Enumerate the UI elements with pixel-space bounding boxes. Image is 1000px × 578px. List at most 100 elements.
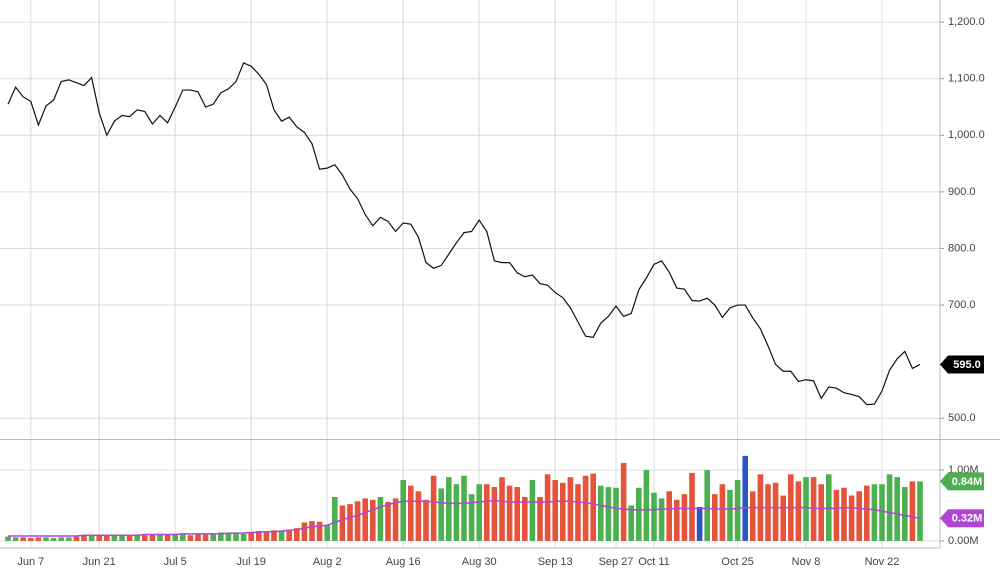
- volume-bar: [666, 491, 672, 541]
- volume-bar: [81, 535, 87, 541]
- volume-bar: [605, 487, 612, 541]
- volume-bar: [347, 504, 353, 541]
- last-price-label: 595.0: [953, 359, 981, 371]
- x-tick-label: Nov 22: [865, 556, 900, 568]
- volume-bar: [514, 487, 520, 541]
- volume-bar: [187, 535, 194, 541]
- volume-bar: [66, 537, 72, 541]
- volume-bar: [142, 535, 148, 541]
- y-tick-label: 1,100.0: [948, 73, 985, 85]
- volume-bar: [818, 484, 824, 541]
- volume-bar: [841, 487, 847, 541]
- volume-bar: [180, 534, 186, 541]
- volume-bar: [636, 487, 642, 541]
- volume-bar: [560, 482, 566, 541]
- volume-bar: [902, 487, 908, 541]
- volume-bar: [119, 535, 125, 541]
- volume-bar: [438, 488, 444, 541]
- volume-bar: [362, 498, 368, 541]
- x-tick-label: Aug 2: [313, 556, 342, 568]
- volume-bar: [567, 477, 574, 541]
- volume-bar: [506, 485, 513, 541]
- volume-bar: [742, 455, 748, 541]
- x-tick-label: Sep 13: [538, 556, 573, 568]
- volume-bar: [696, 506, 703, 541]
- price-line: [7, 62, 921, 406]
- volume-bar: [301, 522, 308, 541]
- volume-bar: [468, 494, 475, 541]
- volume-bar: [28, 538, 34, 541]
- volume-bar: [111, 535, 118, 541]
- volume-bar: [803, 477, 809, 541]
- x-tick-label: Jun 7: [17, 556, 44, 568]
- volume-bar: [423, 499, 429, 541]
- volume-bar: [446, 477, 452, 541]
- volume-bar: [484, 484, 490, 541]
- last-volume-tag: [940, 472, 984, 491]
- volume-bar: [453, 484, 460, 541]
- last-price-tag: [940, 355, 984, 374]
- volume-bar: [780, 495, 786, 541]
- volume-bar: [240, 533, 247, 541]
- volume-average-line: [8, 499, 921, 537]
- volume-bar: [43, 537, 49, 541]
- volume-bar: [202, 534, 209, 541]
- volume-bar: [278, 530, 285, 541]
- volume-bar: [370, 499, 376, 541]
- volume-bar: [88, 535, 95, 541]
- volume-bar: [833, 489, 840, 541]
- volume-bar: [134, 534, 140, 541]
- volume-bar: [271, 530, 277, 541]
- x-tick-label: Oct 11: [638, 556, 670, 568]
- volume-bar: [772, 482, 779, 541]
- volume-bar: [681, 494, 688, 541]
- volume-bar: [73, 536, 80, 541]
- volume-bar: [909, 481, 916, 541]
- volume-bar: [104, 535, 110, 541]
- volume-bar: [50, 538, 57, 541]
- volume-bar: [552, 479, 558, 541]
- volume-bar: [294, 528, 300, 541]
- y-tick-label: 800.0: [948, 242, 976, 254]
- x-tick-label: Jun 21: [83, 556, 116, 568]
- x-tick-label: Aug 16: [386, 556, 421, 568]
- volume-bar: [408, 485, 414, 541]
- volume-bar: [20, 537, 26, 541]
- volume-bar: [628, 505, 634, 541]
- volume-bar: [149, 534, 156, 541]
- x-tick-label: Jul 5: [164, 556, 187, 568]
- volume-bar: [286, 529, 292, 541]
- volume-bar: [96, 535, 102, 541]
- volume-bar: [309, 521, 315, 541]
- volume-bar: [248, 532, 254, 541]
- volume-bar: [795, 481, 802, 541]
- volume-bar: [651, 492, 657, 541]
- volume-bar: [324, 525, 330, 541]
- volume-bar: [522, 496, 528, 541]
- volume-bar: [658, 498, 665, 541]
- volume-bar: [712, 494, 718, 541]
- volume-bar: [848, 495, 855, 541]
- volume-bar: [218, 532, 224, 541]
- volume-bar: [750, 491, 756, 541]
- volume-bar: [575, 484, 581, 541]
- volume-bar: [886, 474, 893, 541]
- y-tick-label: 500.0: [948, 412, 976, 424]
- volume-bar: [727, 489, 733, 541]
- y-tick-label: 1,200.0: [948, 16, 985, 28]
- volume-bar: [377, 496, 384, 541]
- y-tick-label: 900.0: [948, 186, 976, 198]
- volume-bar: [765, 484, 771, 541]
- volume-bar: [856, 491, 862, 541]
- volume-bar: [917, 481, 923, 541]
- volume-bar: [544, 474, 551, 541]
- volume-bar: [385, 501, 391, 541]
- volume-bar: [58, 537, 64, 541]
- volume-bar: [491, 487, 498, 541]
- volume-bar: [582, 475, 589, 541]
- volume-bar: [210, 533, 216, 541]
- volume-bar: [613, 487, 619, 541]
- volume-bar: [620, 462, 627, 541]
- volume-bar: [537, 496, 543, 541]
